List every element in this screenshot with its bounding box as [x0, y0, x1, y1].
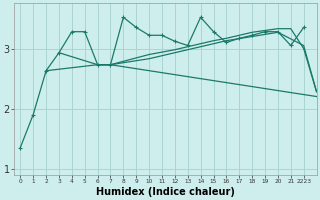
X-axis label: Humidex (Indice chaleur): Humidex (Indice chaleur): [96, 187, 235, 197]
